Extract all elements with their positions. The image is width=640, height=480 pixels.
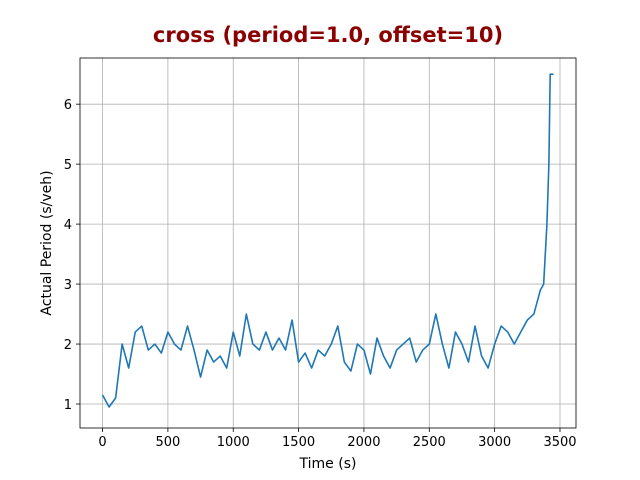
x-tick-label: 3500 [543,435,576,450]
x-tick-label: 2500 [413,435,446,450]
y-tick-label: 5 [64,158,72,173]
x-tick-label: 1500 [282,435,315,450]
x-tick-label: 1000 [217,435,250,450]
y-tick-label: 1 [64,398,72,413]
chart-title: cross (period=1.0, offset=10) [153,23,503,47]
y-tick-label: 4 [64,218,72,233]
y-tick-label: 3 [64,278,72,293]
x-tick-label: 2000 [347,435,380,450]
y-tick-label: 2 [64,338,72,353]
x-tick-label: 0 [98,435,106,450]
data-line [101,73,554,408]
x-axis-label: Time (s) [299,456,357,472]
y-tick-label: 6 [64,98,72,113]
plot-frame [79,57,577,429]
x-tick-label: 500 [155,435,180,450]
y-axis-label: Actual Period (s/veh) [39,170,55,315]
x-tick-label: 3000 [478,435,511,450]
